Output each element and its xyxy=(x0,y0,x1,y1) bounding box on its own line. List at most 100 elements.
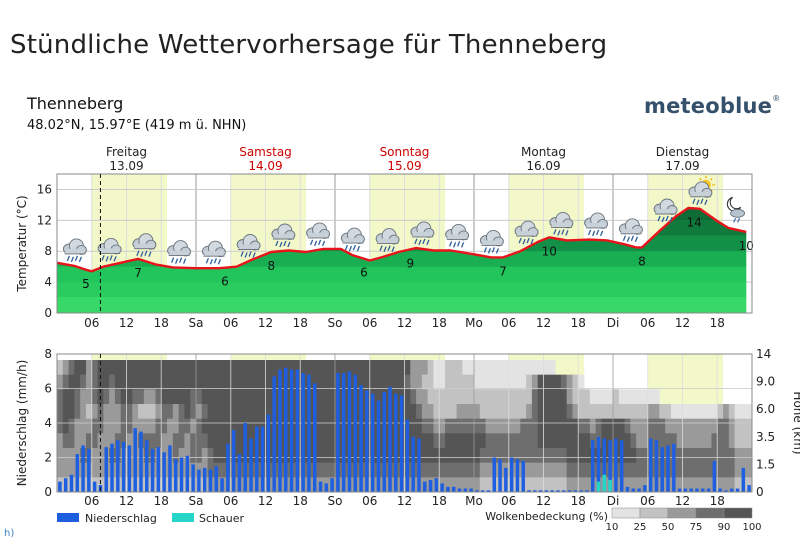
cloud-cell xyxy=(450,374,458,390)
cloud-cell xyxy=(462,462,469,478)
cloud-cell xyxy=(491,404,498,420)
cloud-cell xyxy=(485,404,492,420)
cloud-cell xyxy=(578,374,585,390)
location-coordinates: 48.02°N, 15.97°E (419 m ü. NHN) xyxy=(27,118,247,133)
cloud-cell xyxy=(514,389,521,405)
cloud-cell xyxy=(572,477,579,492)
cloud-cell xyxy=(537,418,544,434)
cloud-cell xyxy=(184,433,191,449)
cloud-cell xyxy=(120,404,127,420)
cloud-cell xyxy=(468,433,475,449)
temperature-band xyxy=(57,266,747,283)
temperature-x-tick: 18 xyxy=(571,316,586,330)
precipitation-x-tick: 18 xyxy=(432,494,447,508)
cloud-cell xyxy=(68,462,75,478)
precipitation-bar xyxy=(538,490,543,492)
cloud-cell xyxy=(259,360,266,376)
cloud-cell xyxy=(647,389,654,405)
cloud-cell xyxy=(91,404,98,420)
cloud-cell xyxy=(196,374,203,390)
cloud-cell xyxy=(514,360,521,376)
cloud-cell xyxy=(670,404,678,420)
precipitation-bar xyxy=(643,485,647,492)
cloud-cell xyxy=(300,360,307,376)
cloud-cell xyxy=(62,448,69,464)
cloud-cell xyxy=(682,404,689,420)
cloud-cell xyxy=(607,404,614,420)
cloud-cell xyxy=(595,404,602,420)
precipitation-x-tick: 18 xyxy=(571,494,586,508)
precipitation-bar xyxy=(475,490,479,492)
cloud-cell xyxy=(549,418,556,434)
cloud-cell xyxy=(508,360,515,376)
cloud-cell xyxy=(711,404,718,420)
cloud-cell xyxy=(433,374,440,390)
cloud-cell xyxy=(172,360,180,376)
legend-label-precipitation: Niederschlag xyxy=(85,512,157,525)
precipitation-bar xyxy=(492,457,497,492)
cloud-cell xyxy=(143,389,151,405)
cloud-cell xyxy=(734,448,741,464)
temperature-y-tick: 0 xyxy=(44,306,52,320)
precipitation-bar xyxy=(110,443,114,492)
cloud-cell xyxy=(190,433,197,449)
cloud-cell xyxy=(641,462,649,478)
cloud-cell xyxy=(601,418,608,434)
cloud-cell xyxy=(618,389,625,405)
cloud-cell xyxy=(433,418,440,434)
precipitation-bar xyxy=(498,459,502,492)
cloud-cell xyxy=(85,433,93,449)
cloud-cell xyxy=(705,462,712,478)
cloud-cell xyxy=(717,462,724,478)
cloud-cell xyxy=(201,418,208,434)
precipitation-x-tick: 12 xyxy=(536,494,551,508)
temperature-x-tick: Sa xyxy=(189,316,204,330)
cloud-cell xyxy=(502,404,510,420)
cloud-rain-icon xyxy=(445,223,470,248)
cloud-cell xyxy=(566,448,573,464)
cloud-cell xyxy=(201,448,208,464)
cloud-cell xyxy=(543,389,550,405)
cloud-cell xyxy=(630,418,637,434)
cloud-cell xyxy=(433,433,440,449)
cloud-cell xyxy=(248,374,255,390)
cloud-cell xyxy=(497,374,504,390)
cloud-cell xyxy=(699,477,707,492)
cloud-cell xyxy=(143,418,151,434)
cloud-cell xyxy=(62,433,69,449)
cloud-cell xyxy=(717,404,724,420)
cloud-cell xyxy=(91,389,98,405)
cloud-cell xyxy=(445,374,452,390)
cloud-cell xyxy=(230,404,237,420)
cloud-cell xyxy=(248,418,255,434)
cloud-cell xyxy=(502,418,510,434)
precipitation-bar xyxy=(411,436,415,492)
cloud-cell xyxy=(624,448,631,464)
cloud-cell xyxy=(711,448,718,464)
cloud-cell xyxy=(172,448,180,464)
cloud-cell xyxy=(531,433,539,449)
cloud-cell xyxy=(485,433,492,449)
brand-logo[interactable]: meteoblue® xyxy=(644,94,780,118)
cloud-cell xyxy=(584,418,591,434)
cloud-cell xyxy=(555,448,562,464)
cloud-cell xyxy=(526,477,533,492)
cloud-cell xyxy=(526,433,533,449)
precipitation-bar xyxy=(579,490,583,492)
side-link[interactable]: h) xyxy=(4,528,15,539)
cloud-cell xyxy=(103,433,110,449)
cloud-cell xyxy=(375,389,382,405)
cloud-cell xyxy=(369,374,376,390)
precipitation-bar xyxy=(255,426,259,492)
cloud-legend-swatch xyxy=(695,507,725,519)
cloud-cell xyxy=(734,433,741,449)
temperature-label: 8 xyxy=(267,259,275,273)
precipitation-bar xyxy=(139,431,143,492)
cloud-cell xyxy=(474,418,481,434)
cloud-rain-icon xyxy=(62,238,87,263)
cloud-cell xyxy=(740,418,747,434)
temperature-label: 7 xyxy=(134,266,142,280)
cloud-cell xyxy=(317,389,324,405)
cloud-cell xyxy=(728,448,736,464)
cloud-cell xyxy=(618,418,625,434)
